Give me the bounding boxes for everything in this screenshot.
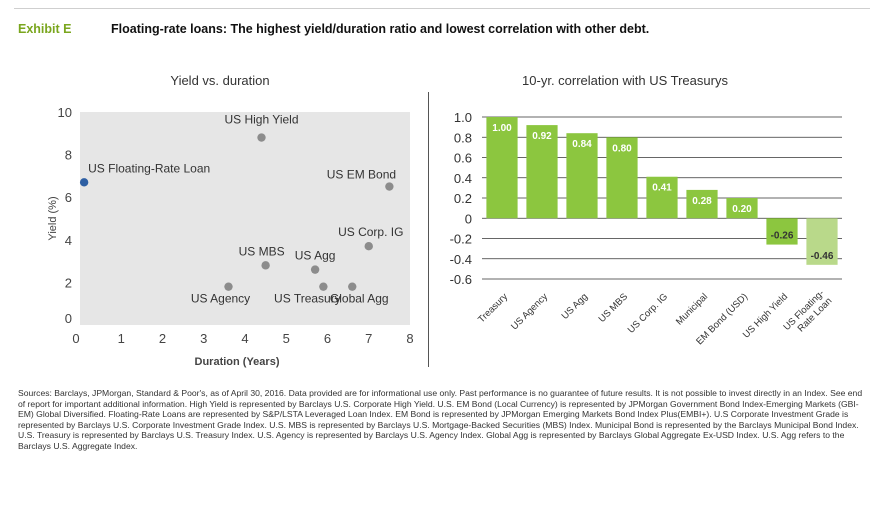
sources-footnote: Sources: Barclays, JPMorgan, Standard & … (18, 388, 863, 451)
correlation-bar-chart: 1.00.80.60.40.20-0.2-0.4-0.61.00Treasury… (450, 110, 842, 347)
y-tick-label: 0.6 (454, 151, 472, 166)
y-tick-label: 0.8 (454, 130, 472, 145)
scatter-point (257, 133, 266, 142)
x-tick-label: Treasury (476, 291, 510, 325)
x-axis-label: Duration (Years) (195, 356, 280, 368)
x-tick-label-line: US MBS (597, 291, 631, 325)
point-label: US Agg (295, 249, 336, 263)
scatter-point (79, 178, 89, 187)
y-tick-label: 2 (65, 275, 72, 290)
x-tick-label: 3 (200, 331, 207, 346)
x-tick-label: 2 (159, 331, 166, 346)
bar-value-label: 0.92 (532, 131, 552, 142)
scatter-point (310, 265, 320, 274)
correlation-bar (806, 218, 838, 265)
point-label: US EM Bond (327, 168, 396, 182)
x-tick-label: US Agg (560, 291, 591, 322)
point-label: US Corp. IG (338, 225, 403, 239)
exhibit-label: Exhibit E (18, 22, 72, 36)
x-tick-label-line: Treasury (476, 291, 510, 325)
point-label: US MBS (239, 244, 285, 258)
y-tick-label: -0.4 (450, 252, 472, 267)
point-label: US Treasury (274, 292, 341, 306)
y-axis-label: Yield (%) (47, 196, 59, 240)
bar-value-label: 1.00 (492, 123, 512, 134)
bar-value-label: 0.41 (652, 183, 672, 194)
correlation-bar (606, 137, 638, 219)
y-tick-label: 1.0 (454, 110, 472, 125)
exhibit-header: Exhibit E Floating-rate loans: The highe… (18, 22, 868, 42)
y-tick-label: 0 (65, 311, 72, 326)
correlation-bar (726, 198, 758, 219)
y-tick-label: 8 (65, 148, 72, 163)
x-tick-label-line: Municipal (674, 291, 710, 327)
x-tick-label: 0 (72, 331, 79, 346)
bar-value-label: 0.28 (692, 196, 712, 207)
scatter-point (261, 261, 270, 270)
x-tick-label-line: US Agg (560, 291, 591, 322)
correlation-bar (686, 189, 718, 219)
yield-duration-scatter-chart: 0 1 2 3 4 5 6 7 8 0 2 4 6 8 10 Duration (Years) Yield (%… (47, 105, 414, 368)
bar-value-label: 0.20 (732, 204, 752, 215)
y-tick-label: 0 (465, 211, 472, 226)
x-tick-label: US Floating-Rate Loan (781, 288, 834, 341)
correlation-bar (486, 117, 518, 219)
bar-value-label: -0.26 (771, 231, 794, 242)
x-tick-label: 6 (324, 331, 331, 346)
x-tick-label-line: US Agency (509, 291, 550, 332)
scatter-point (364, 241, 373, 251)
x-tick-label: US Agency (509, 291, 550, 332)
chart-divider (428, 92, 429, 367)
x-tick-label: US MBS (597, 291, 631, 325)
bar-value-label: -0.46 (811, 251, 834, 262)
correlation-bar (766, 218, 798, 245)
exhibit-title: Floating-rate loans: The highest yield/d… (111, 22, 650, 36)
y-tick-label: 4 (65, 233, 72, 248)
x-tick-label: 5 (283, 331, 290, 346)
y-tick-label: 0.2 (454, 191, 472, 206)
point-label: US Agency (191, 292, 250, 306)
y-tick-label: -0.2 (450, 232, 472, 247)
x-tick-label: 8 (406, 331, 413, 346)
point-label: Global Agg (330, 292, 389, 306)
scatter-point (224, 282, 233, 291)
correlation-bar (646, 176, 678, 219)
correlation-bar (566, 133, 598, 219)
x-tick-label-line: US Corp. IG (626, 291, 670, 335)
scatter-title: Yield vs. duration (170, 73, 270, 88)
scatter-point (319, 282, 328, 291)
bar-chart-title: 10-yr. correlation with US Treasurys (522, 73, 728, 88)
point-label: US High Yield (224, 113, 298, 127)
x-tick-label: US Corp. IG (626, 291, 670, 335)
correlation-bar (526, 125, 558, 219)
x-tick-label: Municipal (674, 291, 710, 327)
x-tick-label: 7 (365, 331, 372, 346)
point-label: US Floating-Rate Loan (88, 161, 210, 175)
x-tick-label: 4 (241, 331, 248, 346)
x-tick-label: 1 (118, 331, 125, 346)
bar-value-label: 0.84 (572, 139, 592, 150)
bar-value-label: 0.80 (612, 143, 632, 154)
y-tick-label: 6 (65, 190, 72, 205)
scatter-point (385, 182, 394, 191)
y-tick-label: 10 (58, 105, 72, 120)
scatter-point (348, 282, 357, 291)
y-tick-label: 0.4 (454, 171, 472, 186)
top-rule (14, 8, 870, 9)
y-tick-label: -0.6 (450, 272, 472, 287)
